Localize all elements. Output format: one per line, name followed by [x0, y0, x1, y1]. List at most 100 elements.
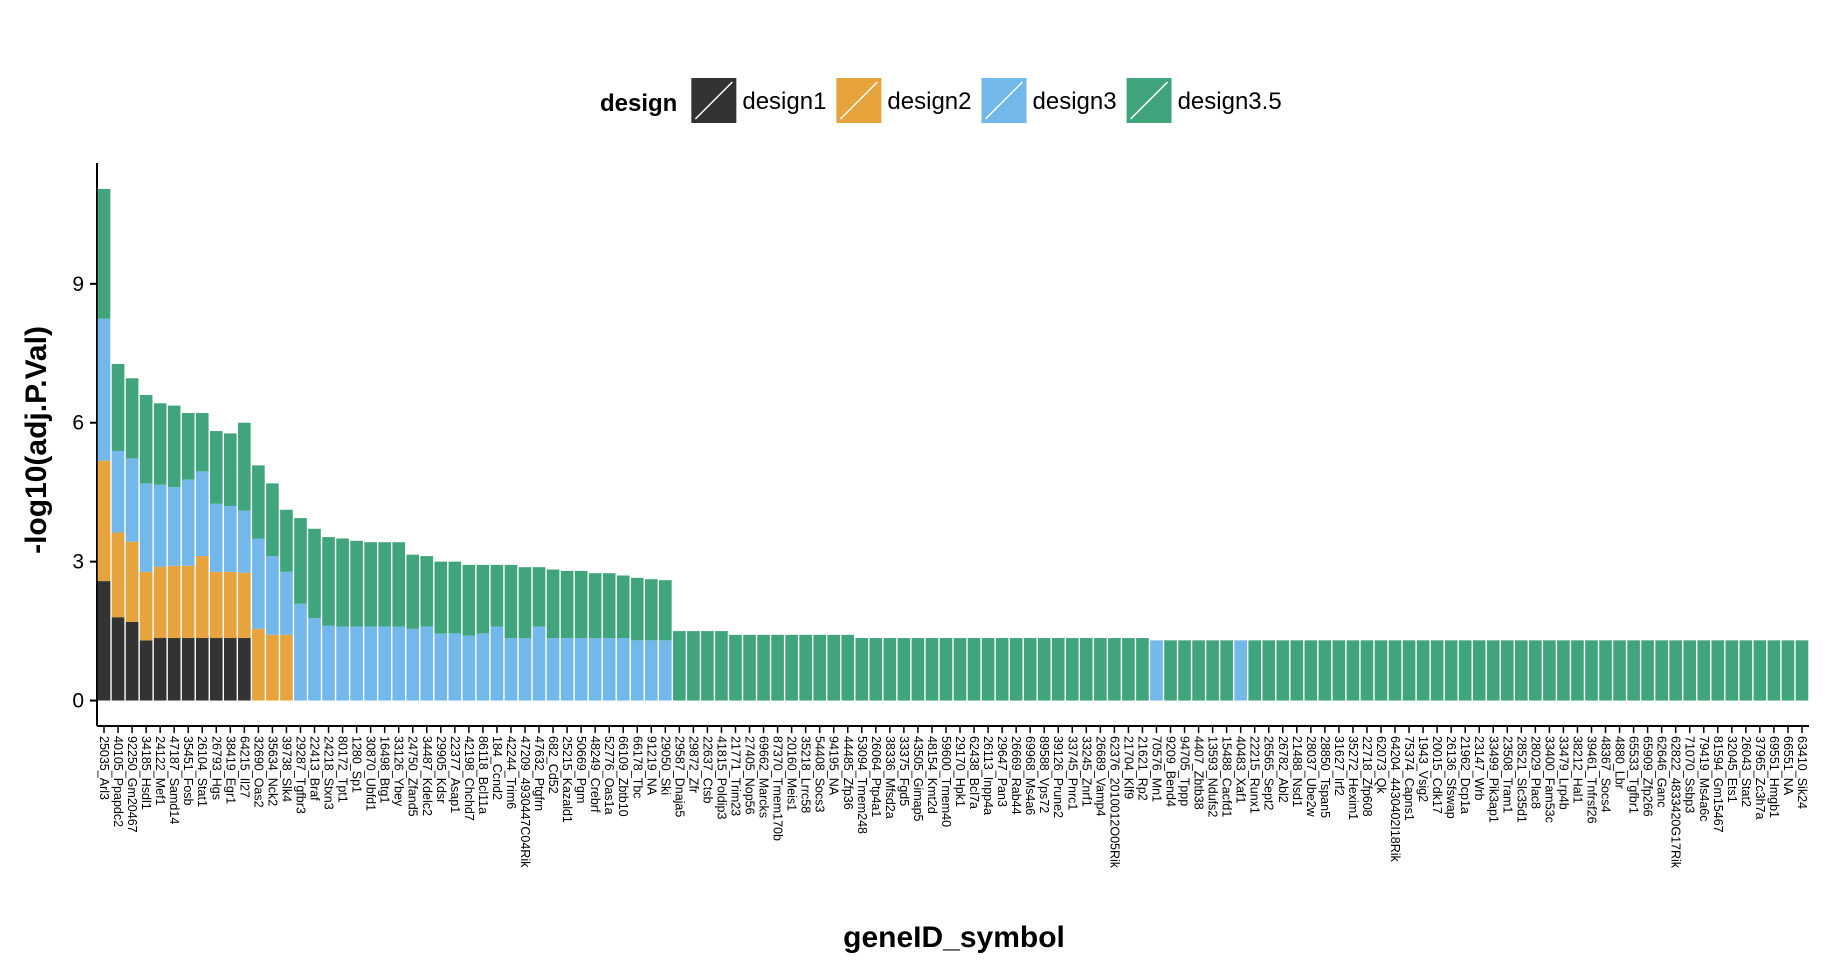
x-tick-label: 81594_Gm15467 — [1711, 736, 1725, 833]
bar-segment — [546, 569, 560, 639]
bar-segment — [518, 638, 532, 701]
bar-segment — [153, 566, 167, 639]
bar-segment — [897, 638, 911, 701]
x-tick-label: 28029_Plac8 — [1528, 736, 1542, 809]
bar-segment — [841, 634, 855, 701]
bar-segment — [1065, 638, 1079, 701]
x-tick-label: 26043_Stat2 — [1739, 736, 1753, 807]
bar-segment — [139, 394, 153, 484]
legend-key-slash — [694, 81, 733, 120]
x-tick-label: 75374_Capns1 — [1402, 736, 1416, 821]
bar-segment — [911, 638, 925, 701]
x-tick-label: 66109_Zbtb10 — [616, 736, 630, 817]
bar-segment — [252, 465, 265, 539]
x-tick-label: 47632_Ptgfrn — [532, 736, 546, 811]
bar-segment — [322, 625, 335, 701]
bar-segment — [1458, 640, 1472, 701]
x-tick-label: 86118_Bcl11a — [476, 736, 490, 814]
x-tick-label: 29287_Tgfbr3 — [293, 736, 307, 814]
bar-segment — [266, 634, 279, 701]
bar-segment — [392, 542, 406, 627]
bar-segment — [125, 378, 139, 459]
x-tick-label: 15488_Cacfd1 — [1220, 736, 1234, 817]
legend-label: design2 — [887, 88, 971, 115]
x-tick-label: 25035_Arl3 — [97, 736, 111, 800]
bar-segment — [1613, 640, 1626, 701]
bar-segment — [616, 575, 630, 639]
x-tick-label: 25215_Kazald1 — [560, 736, 574, 823]
bar-segment — [687, 631, 700, 701]
bar-segment — [434, 633, 448, 701]
bar-segment — [1374, 640, 1388, 701]
x-tick-label: 38336_Mfsd2a — [883, 736, 897, 819]
x-tick-label: 40105_Ppapdc2 — [111, 736, 125, 827]
bar-segment — [223, 638, 237, 701]
x-tick-label: 184_Ccnd2 — [490, 736, 504, 800]
bar-segment — [602, 573, 616, 639]
x-tick-label: 65909_Zfp266 — [1641, 736, 1655, 817]
x-tick-label: 69551_Hmgb1 — [1767, 736, 1781, 818]
bar-segment — [1543, 640, 1556, 701]
bar-segment — [1641, 640, 1654, 701]
bar-segment — [153, 484, 167, 567]
bar-segment — [1486, 640, 1500, 701]
bar-segment — [294, 603, 307, 701]
bar-segment — [195, 556, 209, 639]
y-tick-label: 6 — [72, 412, 84, 435]
x-tick-label: 4407_Zbtb38 — [1192, 736, 1206, 810]
x-tick-label: 42244_Trim6 — [504, 736, 518, 809]
x-tick-label: 70576_Mn1 — [1149, 736, 1163, 802]
bar-segment — [209, 503, 223, 572]
bar-segment — [238, 422, 251, 511]
bar-segment — [1529, 640, 1542, 701]
bar-segment — [280, 509, 293, 572]
x-tick-label: 35218_Lrrc58 — [799, 736, 813, 813]
x-tick-label: 69662_Marcks — [757, 736, 771, 818]
x-tick-label: 33745_Pnrc1 — [1065, 736, 1079, 810]
bar-segment — [378, 626, 391, 701]
bar-segment — [1669, 640, 1683, 701]
bar-segment — [195, 638, 209, 701]
x-tick-label: 79419_Ms4a6c — [1697, 736, 1711, 821]
x-tick-label: 64204_4430402I18Rik — [1388, 736, 1402, 863]
x-tick-label: 29647_Pan3 — [995, 736, 1009, 807]
x-tick-label: 24750_Zfand5 — [406, 736, 420, 817]
x-tick-label: 35451_Fosb — [181, 736, 195, 806]
x-tick-label: 20015_Cdk17 — [1430, 736, 1444, 814]
bar-segment — [280, 634, 293, 701]
bar-segment — [195, 471, 209, 557]
bar-segment — [153, 403, 167, 485]
x-tick-label: 26782_Abl2 — [1276, 736, 1290, 803]
x-tick-label: 32690_Oas2 — [251, 736, 265, 808]
bar-segment — [111, 363, 125, 451]
bar-segment — [266, 556, 279, 635]
bar-segment — [1037, 638, 1051, 701]
bar-segment — [546, 638, 560, 701]
x-tick-label: 64215_Il27 — [237, 736, 251, 798]
bar-segment — [378, 542, 391, 627]
x-tick-label: 29170_Hpk1 — [953, 736, 967, 807]
x-tick-label: 29872_Zfr — [686, 736, 700, 793]
bar-segment — [125, 541, 139, 622]
x-tick-label: 20160_Meis1 — [785, 736, 799, 811]
bar-segment — [630, 577, 644, 641]
x-tick-label: 66551_NA — [1781, 736, 1795, 796]
bar-segment — [644, 640, 658, 701]
bar-segment — [364, 542, 377, 627]
bar-segment — [1627, 640, 1640, 701]
x-tick-label: 24218_Stxn3 — [322, 736, 336, 810]
x-tick-label: 24122_Mef1 — [153, 736, 167, 806]
bar-segment — [1500, 640, 1514, 701]
legend-key-slash — [984, 81, 1024, 120]
bar-segment — [1599, 640, 1612, 701]
bar-segment — [1360, 640, 1374, 701]
bar-segment — [181, 565, 195, 639]
bar-segment — [97, 188, 111, 319]
bar-segment — [336, 538, 349, 627]
bar-segment — [1290, 640, 1304, 701]
bar-segment — [715, 631, 728, 701]
x-tick-label: 22413_Braf — [308, 736, 322, 801]
bar-segment — [771, 634, 784, 701]
x-tick-label: 33479_Lrp4b — [1556, 736, 1570, 810]
x-tick-label: 39738_Slk4 — [279, 736, 293, 802]
